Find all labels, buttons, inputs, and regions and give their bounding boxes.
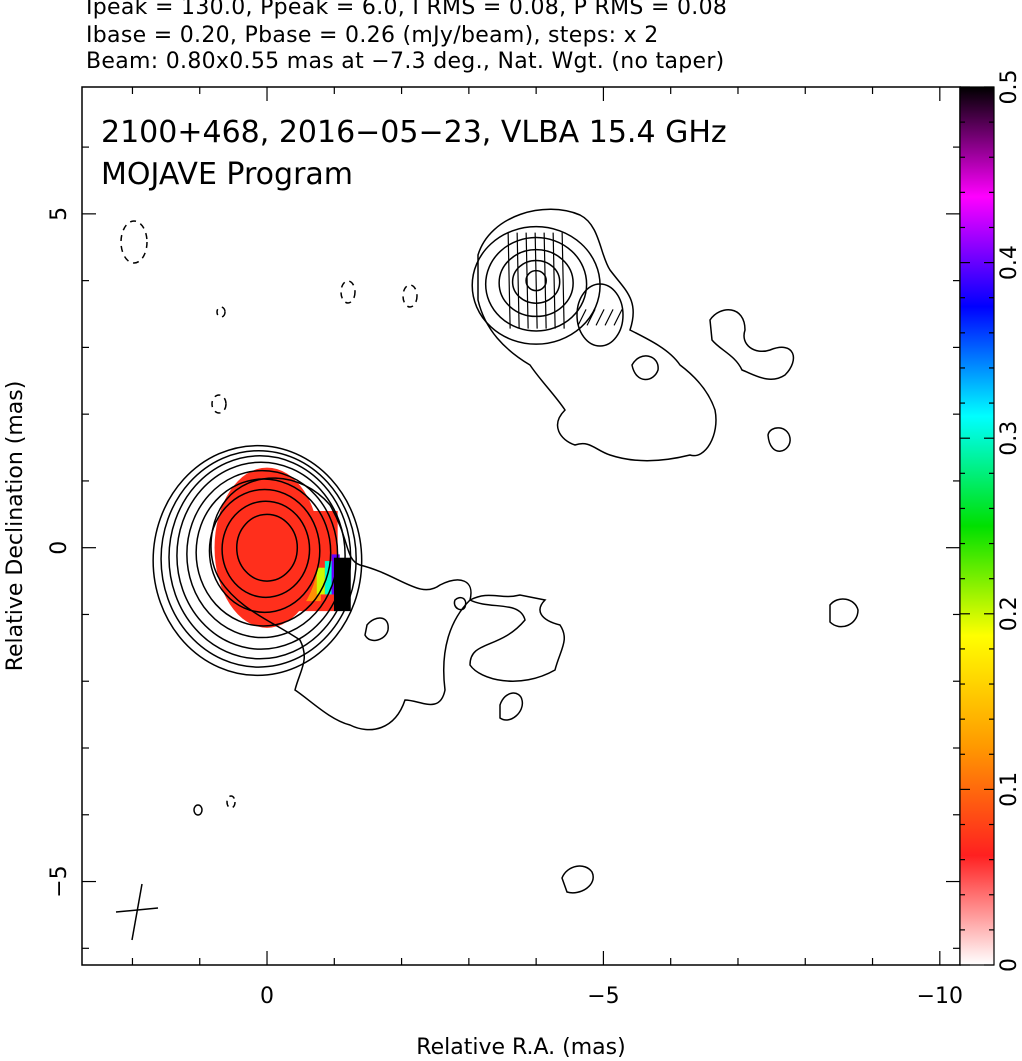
negative-contour-1	[120, 220, 148, 264]
x-tick-label: −5	[587, 984, 619, 1009]
colorbar-tick-label: 0.1	[997, 772, 1022, 807]
core-contours	[152, 444, 363, 677]
island-lower-right	[829, 598, 859, 628]
core-contour-3	[208, 488, 321, 614]
colorbar-tick-label: 0.2	[997, 596, 1022, 631]
core-contour-6	[176, 461, 346, 650]
x-tick-label: 0	[260, 984, 274, 1009]
pol-vector-jet-5	[543, 232, 547, 329]
pol-vector-knot-3	[595, 309, 605, 326]
polarization-block-7	[333, 557, 351, 612]
island-lower-mid	[499, 692, 524, 721]
core-contour-7	[168, 455, 352, 660]
core-contour-2	[221, 500, 311, 599]
pol-vector-knot-1	[577, 309, 587, 326]
x-tick-label: −10	[917, 984, 963, 1009]
colorbar-tick-label: 0.3	[997, 421, 1022, 456]
source-label: 2100+468, 2016−05−23, VLBA 15.4 GHz	[101, 115, 727, 150]
pol-vector-jet-3	[525, 232, 529, 329]
colorbar	[959, 86, 995, 966]
negative-contour-5	[216, 306, 226, 318]
colorbar-tick-label: 0.5	[997, 70, 1022, 105]
program-label: MOJAVE Program	[101, 157, 353, 192]
island-bottom	[561, 865, 594, 894]
core-contour-9	[152, 444, 363, 677]
x-axis-title: Relative R.A. (mas)	[416, 1035, 625, 1060]
beam-marker	[115, 883, 159, 941]
colorbar-tick-labels: 0 0.1 0.2 0.3 0.4 0.5	[997, 70, 1022, 973]
island-knot-small	[453, 596, 467, 611]
contour-layer	[120, 208, 859, 894]
polarization-block-4	[316, 567, 325, 595]
pol-vector-knot-5	[613, 309, 623, 326]
core-contour-5	[186, 469, 339, 639]
island-core-side	[364, 617, 389, 642]
pol-vector-knot-4	[604, 309, 614, 326]
header-stats-line: Ipeak = 130.0, Ppeak = 6.0, I RMS = 0.08…	[86, 0, 728, 20]
core-contour-1	[235, 513, 299, 582]
polarization-block-5	[324, 561, 333, 595]
y-tick-label: 0	[47, 541, 72, 555]
y-tick-label: 5	[47, 207, 72, 221]
jet-contour-5	[471, 225, 601, 345]
header-beam-line: Beam: 0.80x0.55 mas at −7.3 deg., Nat. W…	[86, 49, 725, 74]
negative-contour-4	[211, 394, 227, 414]
y-tick-label: −5	[47, 865, 72, 897]
pol-vector-knot-2	[586, 309, 596, 326]
pol-vector-jet-6	[552, 232, 556, 329]
header-base-line: Ibase = 0.20, Pbase = 0.26 (mJy/beam), s…	[86, 23, 659, 48]
jet-small-island-2	[631, 355, 659, 381]
negative-contour-6	[226, 795, 236, 809]
axis-tick-labels: 0 −5 −10 5 0 −5	[47, 207, 963, 1009]
knot-contour	[576, 283, 624, 347]
axis-tick-marks	[82, 87, 960, 965]
colorbar-tick-label: 0.4	[997, 245, 1022, 280]
pol-vector-jet-4	[534, 232, 538, 329]
pol-vector-jet-1	[507, 232, 511, 329]
jet-small-island-3	[767, 427, 791, 452]
y-axis-title: Relative Declination (mas)	[3, 381, 28, 672]
core-contour-4	[195, 478, 332, 627]
small-positive-contour	[193, 804, 203, 816]
core-contour-8	[160, 449, 357, 668]
polarization-core-fill	[214, 467, 320, 628]
colorbar-tick-label: 0	[997, 958, 1022, 972]
jet-small-island-1	[709, 309, 795, 380]
colorbar-tick-marks	[960, 86, 994, 966]
jet-upper-envelope	[477, 208, 717, 462]
pol-vector-jet-2	[516, 232, 520, 329]
pol-vector-jet-7	[561, 232, 565, 329]
jet-contour-3	[498, 248, 574, 318]
negative-contour-2	[340, 280, 356, 304]
jet-contour-4	[484, 236, 588, 332]
polarization-vectors	[507, 232, 623, 329]
outer-jet-contour	[210, 477, 565, 731]
negative-contour-3	[402, 284, 418, 308]
